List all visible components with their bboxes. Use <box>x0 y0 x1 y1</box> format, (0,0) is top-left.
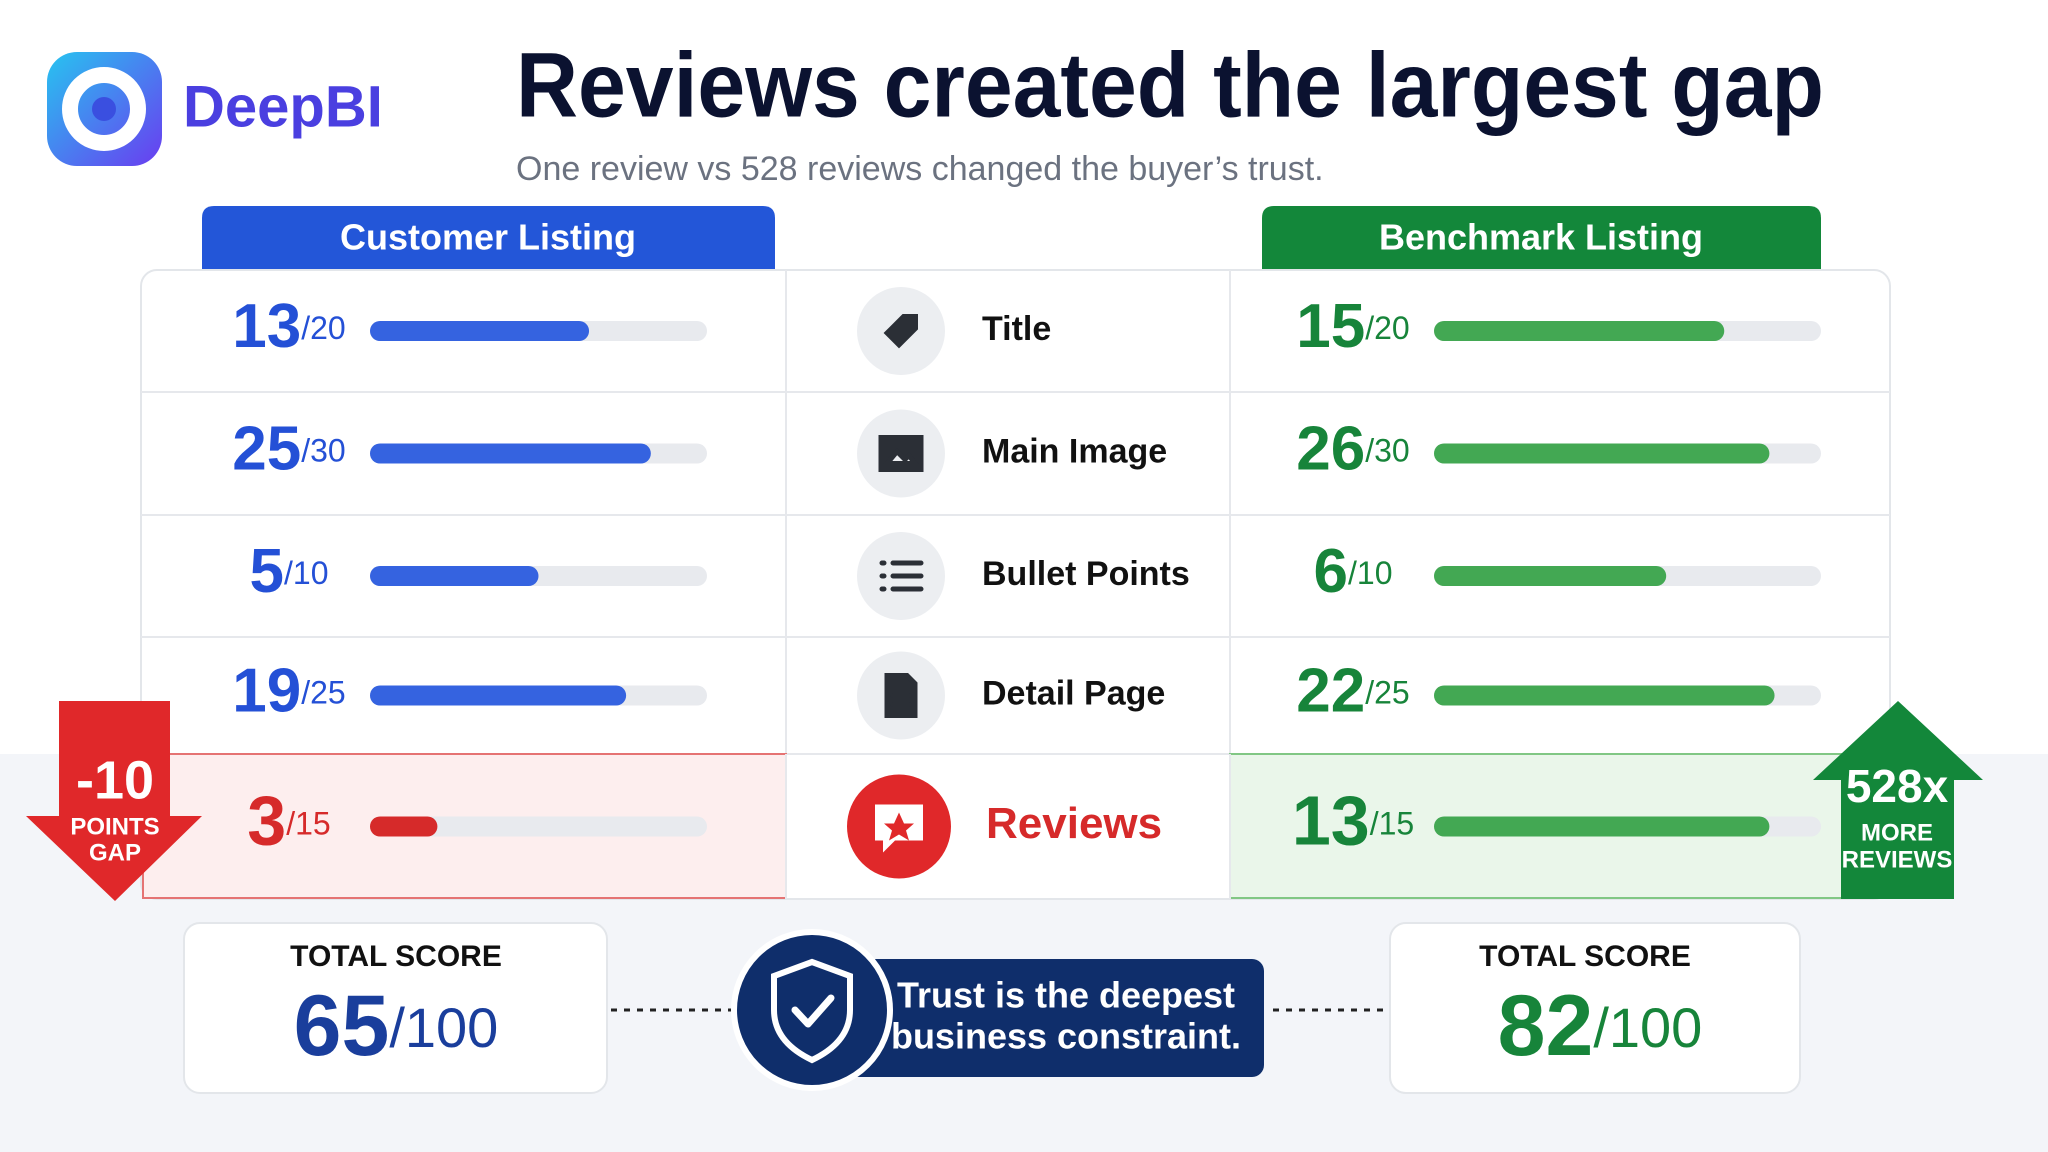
score-value: 5 <box>250 537 284 606</box>
total-score: 65/100 <box>294 978 499 1074</box>
score-max: /30 <box>1365 433 1409 469</box>
row-label: Bullet Points <box>982 555 1190 593</box>
score-value: 22 <box>1296 657 1365 726</box>
score: 19/25 <box>232 657 345 726</box>
gap-line: POINTS <box>70 813 159 840</box>
title: Reviews created the largest gap <box>516 34 1824 136</box>
total-max: /100 <box>389 996 498 1059</box>
shield-icon <box>771 958 853 1064</box>
row-label: Title <box>982 310 1051 348</box>
score-value: 13 <box>232 292 301 361</box>
bar <box>370 443 651 464</box>
row-label: Detail Page <box>982 674 1165 712</box>
score: 25/30 <box>232 415 345 484</box>
score-max: /20 <box>1365 310 1409 346</box>
shield-circle <box>731 929 893 1091</box>
score: 26/30 <box>1296 415 1409 484</box>
bar-track <box>370 816 707 837</box>
bar <box>1434 566 1667 586</box>
score-max: /25 <box>1365 675 1409 711</box>
reviews-line: MORE <box>1861 819 1933 846</box>
score-max: /15 <box>1370 806 1414 842</box>
message-line: Trust is the deepest <box>897 975 1235 1016</box>
score: 15/20 <box>1296 292 1409 361</box>
bar <box>370 816 438 837</box>
total-box <box>1389 922 1801 1094</box>
score-max: /10 <box>1348 555 1392 591</box>
bar <box>370 566 539 586</box>
logo-dot <box>92 97 116 121</box>
check-icon <box>791 994 835 1028</box>
logo-name: DeepBI <box>183 74 383 139</box>
score-value: 19 <box>232 657 301 726</box>
total-label: TOTAL SCORE <box>290 940 502 973</box>
row-icon <box>878 435 924 472</box>
row-icon <box>884 673 918 718</box>
total-max: /100 <box>1593 996 1702 1059</box>
reviews-line: REVIEWS <box>1842 846 1953 873</box>
message-line: business constraint. <box>891 1016 1241 1057</box>
benchmark-header: Benchmark Listing <box>1379 217 1703 258</box>
customer-header: Customer Listing <box>340 217 636 258</box>
score-max: /15 <box>286 806 330 842</box>
row-label: Main Image <box>982 432 1167 470</box>
total-box <box>183 922 608 1094</box>
bar <box>370 321 590 341</box>
total-label: TOTAL SCORE <box>1479 940 1691 973</box>
subtitle: One review vs 528 reviews changed the bu… <box>516 150 1324 188</box>
score-value: 26 <box>1296 415 1365 484</box>
score-value: 6 <box>1314 537 1348 606</box>
total-score: 82/100 <box>1498 978 1703 1074</box>
customer-tab <box>202 206 775 270</box>
score-card <box>140 269 1891 900</box>
score: 5/10 <box>250 537 329 606</box>
total-value: 65 <box>294 978 390 1074</box>
row-icon <box>883 314 918 349</box>
bar <box>1434 443 1770 464</box>
score: 13/20 <box>232 292 345 361</box>
gap-value: -10 <box>76 750 154 810</box>
score: 6/10 <box>1314 537 1393 606</box>
score-max: /25 <box>301 675 345 711</box>
score-value: 3 <box>247 782 286 860</box>
benchmark-tab <box>1262 206 1821 270</box>
bar <box>1434 321 1725 341</box>
row-icon <box>879 560 924 592</box>
gap-line: GAP <box>89 839 141 866</box>
reviews-arrow <box>1813 701 1983 899</box>
bar <box>370 685 627 706</box>
message-pill <box>810 959 1264 1077</box>
row-label: Reviews <box>986 799 1162 848</box>
row-icon <box>884 812 914 841</box>
bar <box>1434 685 1775 706</box>
score: 3/15 <box>247 782 330 860</box>
logo-ring <box>62 67 146 151</box>
score-value: 25 <box>232 415 301 484</box>
gap-arrow <box>26 701 202 901</box>
score-max: /30 <box>301 433 345 469</box>
score-value: 13 <box>1292 782 1370 860</box>
total-value: 82 <box>1498 978 1594 1074</box>
score: 22/25 <box>1296 657 1409 726</box>
score: 13/15 <box>1292 782 1414 860</box>
bar <box>1434 816 1770 837</box>
score-max: /20 <box>301 310 345 346</box>
score-value: 15 <box>1296 292 1365 361</box>
reviews-multiplier: 528x <box>1846 760 1949 812</box>
score-max: /10 <box>284 555 328 591</box>
